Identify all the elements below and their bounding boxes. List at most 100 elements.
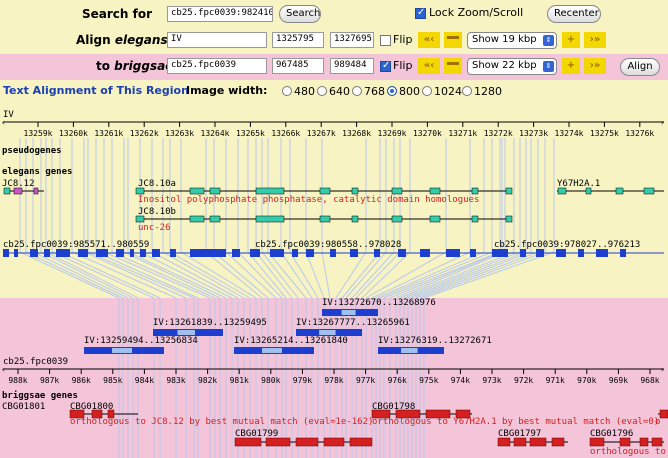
- recenter-button[interactable]: Recenter: [547, 5, 601, 23]
- briggsae-zoom-in-button[interactable]: +: [562, 58, 580, 74]
- alignment-image[interactable]: IV ‹ › 13259k 13260k 13261k 13262k 13263k 132…: [0, 102, 668, 458]
- gene-cbg01798-label[interactable]: CBG01798: [372, 402, 415, 412]
- width-radio-1024[interactable]: 1024: [422, 85, 462, 98]
- elegans-flip-checkbox[interactable]: [380, 35, 391, 46]
- contig-block: [556, 249, 566, 257]
- briggsae-scroll-right-button[interactable]: ›»: [584, 58, 606, 74]
- gene-cbg01796-exon: [639, 437, 649, 447]
- alignment-line: [123, 251, 221, 299]
- briggsae-start-input[interactable]: 967485: [272, 58, 324, 74]
- contig-block: [536, 249, 544, 257]
- search-input[interactable]: cb25.fpc0039:982410..98: [167, 6, 273, 22]
- width-radio-480[interactable]: 480: [282, 85, 315, 98]
- hit-gap: [401, 348, 418, 353]
- contig-3-label[interactable]: cb25.fpc0039:978027..976213: [494, 240, 640, 250]
- elegans-zoom-in-button[interactable]: +: [562, 32, 580, 48]
- briggsae-tick-label: 985k: [103, 376, 122, 385]
- alignment-line: [51, 251, 155, 299]
- elegans-panel-bg: [0, 102, 668, 298]
- alignment-line: [415, 251, 539, 299]
- elegans-chrom-input[interactable]: IV: [167, 32, 267, 48]
- contig-block: [232, 249, 240, 257]
- gene-jc8-10b-exon: [505, 215, 513, 223]
- elegans-end-input[interactable]: 1327695: [330, 32, 374, 48]
- contig-block: [420, 249, 430, 257]
- elegans-zoom-out-button[interactable]: [444, 32, 462, 48]
- alignment-line: [32, 251, 129, 299]
- search-label: Search for: [82, 7, 153, 21]
- gene-jc8-10a-exon: [505, 187, 513, 195]
- gene-jc8-12[interactable]: [3, 187, 44, 195]
- alignment-line: [411, 251, 532, 299]
- gene-cbg01798-exon: [395, 409, 421, 419]
- briggsae-show-select[interactable]: Show 22 kbp ⇕: [467, 58, 557, 75]
- gene-jc8-12-label[interactable]: JC8.12: [2, 179, 35, 189]
- search-button[interactable]: Search: [279, 5, 321, 23]
- elegans-show-select[interactable]: Show 19 kbp ⇕: [467, 32, 557, 49]
- hit-3-label[interactable]: IV:13267777..13265961: [296, 318, 410, 328]
- gene-cbg01799-label[interactable]: CBG01799: [235, 429, 278, 439]
- briggsae-gene-models[interactable]: [69, 409, 668, 447]
- gene-jc8-10b[interactable]: [135, 215, 513, 223]
- briggsae-tick-label: 969k: [609, 376, 628, 385]
- hit-5-label[interactable]: IV:13265214..13261840: [234, 336, 348, 346]
- alignment-line: [355, 251, 401, 299]
- width-radio-640[interactable]: 640: [317, 85, 350, 98]
- contig-block: [292, 249, 298, 257]
- lock-zoom-checkbox[interactable]: [415, 7, 426, 19]
- elegans-scroll-right-button[interactable]: ›»: [584, 32, 606, 48]
- gene-jc8-10a-exon: [189, 187, 205, 195]
- gene-cbg01800-label[interactable]: CBG01800: [70, 402, 113, 412]
- gene-y67h2a-1[interactable]: [557, 187, 664, 195]
- elegans-start-input[interactable]: 1325795: [272, 32, 324, 48]
- elegans-flip-label: Flip: [393, 33, 413, 46]
- alignment-line: [139, 251, 233, 299]
- gene-jc8-10a-label[interactable]: JC8.10a: [138, 179, 176, 189]
- gene-jc8-10b-label[interactable]: JC8.10b: [138, 207, 176, 217]
- alignment-line: [321, 251, 331, 299]
- width-radio-800[interactable]: 800: [387, 85, 420, 98]
- contig-block: [56, 249, 70, 257]
- contig-block: [492, 249, 508, 257]
- hit-1-label[interactable]: IV:13272670..13268976: [322, 298, 436, 308]
- gene-cbg01797-label[interactable]: CBG01797: [498, 429, 541, 439]
- gene-y67h2a-1-label[interactable]: Y67H2A.1: [557, 179, 600, 189]
- hit-blocks[interactable]: [84, 309, 444, 354]
- hit-gap: [319, 330, 336, 335]
- gene-jc8-10b-exon: [319, 215, 331, 223]
- gene-jc8-10a-exon: [319, 187, 331, 195]
- briggsae-scroll-left-button[interactable]: «‹: [418, 58, 440, 74]
- elegans-scroll-left-button[interactable]: «‹: [418, 32, 440, 48]
- contig-2-label[interactable]: cb25.fpc0039:980558..978028: [255, 240, 401, 250]
- width-radio-768[interactable]: 768: [352, 85, 385, 98]
- gene-cbg01801-label[interactable]: CBG01801: [2, 402, 45, 412]
- briggsae-zoom-out-button[interactable]: [444, 58, 462, 74]
- contig-block: [446, 249, 460, 257]
- gene-jc8-10b-exon: [391, 215, 403, 223]
- alignment-line: [127, 251, 227, 299]
- briggsae-chrom-label: cb25.fpc0039: [3, 357, 68, 367]
- alignment-line: [365, 251, 447, 299]
- contig-blocks[interactable]: [3, 249, 664, 257]
- hit-6-label[interactable]: IV:13276319..13272671: [378, 336, 492, 346]
- gene-jc8-10a[interactable]: [135, 187, 513, 195]
- alignment-line: [71, 251, 177, 299]
- alignment-line: [237, 251, 283, 299]
- briggsae-end-input[interactable]: 989484: [330, 58, 374, 74]
- hit-4-label[interactable]: IV:13259494..13256834: [84, 336, 198, 346]
- align-button[interactable]: Align: [620, 58, 660, 76]
- briggsae-flip-checkbox[interactable]: [380, 60, 391, 72]
- contig-block: [170, 249, 176, 257]
- hit-2-label[interactable]: IV:13261839..13259495: [153, 318, 267, 328]
- text-alignment-link[interactable]: Text Alignment of This Region: [3, 84, 189, 97]
- gene-edge-exon: [659, 409, 668, 419]
- alignment-line: [371, 251, 471, 299]
- elegans-tick-label: 13265k: [236, 129, 265, 138]
- pseudogenes-label: pseudogenes: [2, 146, 62, 156]
- contig-1-label[interactable]: cb25.fpc0039:985571..980559: [3, 240, 149, 250]
- width-radio-1280[interactable]: 1280: [462, 85, 502, 98]
- elegans-tick-label: 13261k: [94, 129, 123, 138]
- contig-block: [596, 249, 608, 257]
- gene-cbg01796-label[interactable]: CBG01796: [590, 429, 633, 439]
- briggsae-chrom-input[interactable]: cb25.fpc0039: [167, 58, 267, 74]
